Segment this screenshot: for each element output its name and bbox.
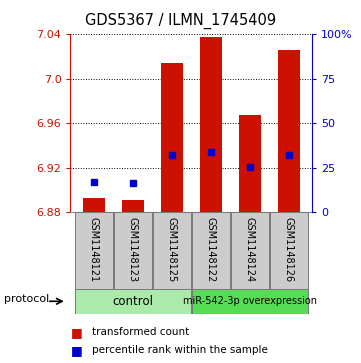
Bar bbox=[122, 200, 144, 212]
Bar bbox=[239, 115, 261, 212]
Bar bbox=[83, 198, 105, 212]
Text: miR-542-3p overexpression: miR-542-3p overexpression bbox=[183, 296, 317, 306]
Bar bbox=[192, 289, 308, 314]
Text: ■: ■ bbox=[70, 326, 82, 339]
Bar bbox=[153, 212, 191, 289]
Text: GSM1148124: GSM1148124 bbox=[245, 217, 255, 282]
Text: protocol: protocol bbox=[4, 294, 49, 305]
Text: ■: ■ bbox=[70, 344, 82, 357]
Text: GSM1148121: GSM1148121 bbox=[89, 217, 99, 282]
Bar bbox=[231, 212, 269, 289]
Text: GSM1148125: GSM1148125 bbox=[167, 217, 177, 282]
Text: control: control bbox=[112, 295, 153, 308]
Text: GDS5367 / ILMN_1745409: GDS5367 / ILMN_1745409 bbox=[85, 13, 276, 29]
Bar bbox=[75, 212, 113, 289]
Text: GSM1148126: GSM1148126 bbox=[284, 217, 294, 282]
Bar bbox=[192, 212, 230, 289]
Bar bbox=[114, 212, 152, 289]
Bar bbox=[270, 212, 308, 289]
Bar bbox=[161, 64, 183, 212]
Text: transformed count: transformed count bbox=[92, 327, 189, 337]
Text: GSM1148123: GSM1148123 bbox=[128, 217, 138, 282]
Text: percentile rank within the sample: percentile rank within the sample bbox=[92, 345, 268, 355]
Bar bbox=[200, 37, 222, 212]
Bar bbox=[278, 50, 300, 212]
Text: GSM1148122: GSM1148122 bbox=[206, 217, 216, 282]
Bar bbox=[75, 289, 191, 314]
